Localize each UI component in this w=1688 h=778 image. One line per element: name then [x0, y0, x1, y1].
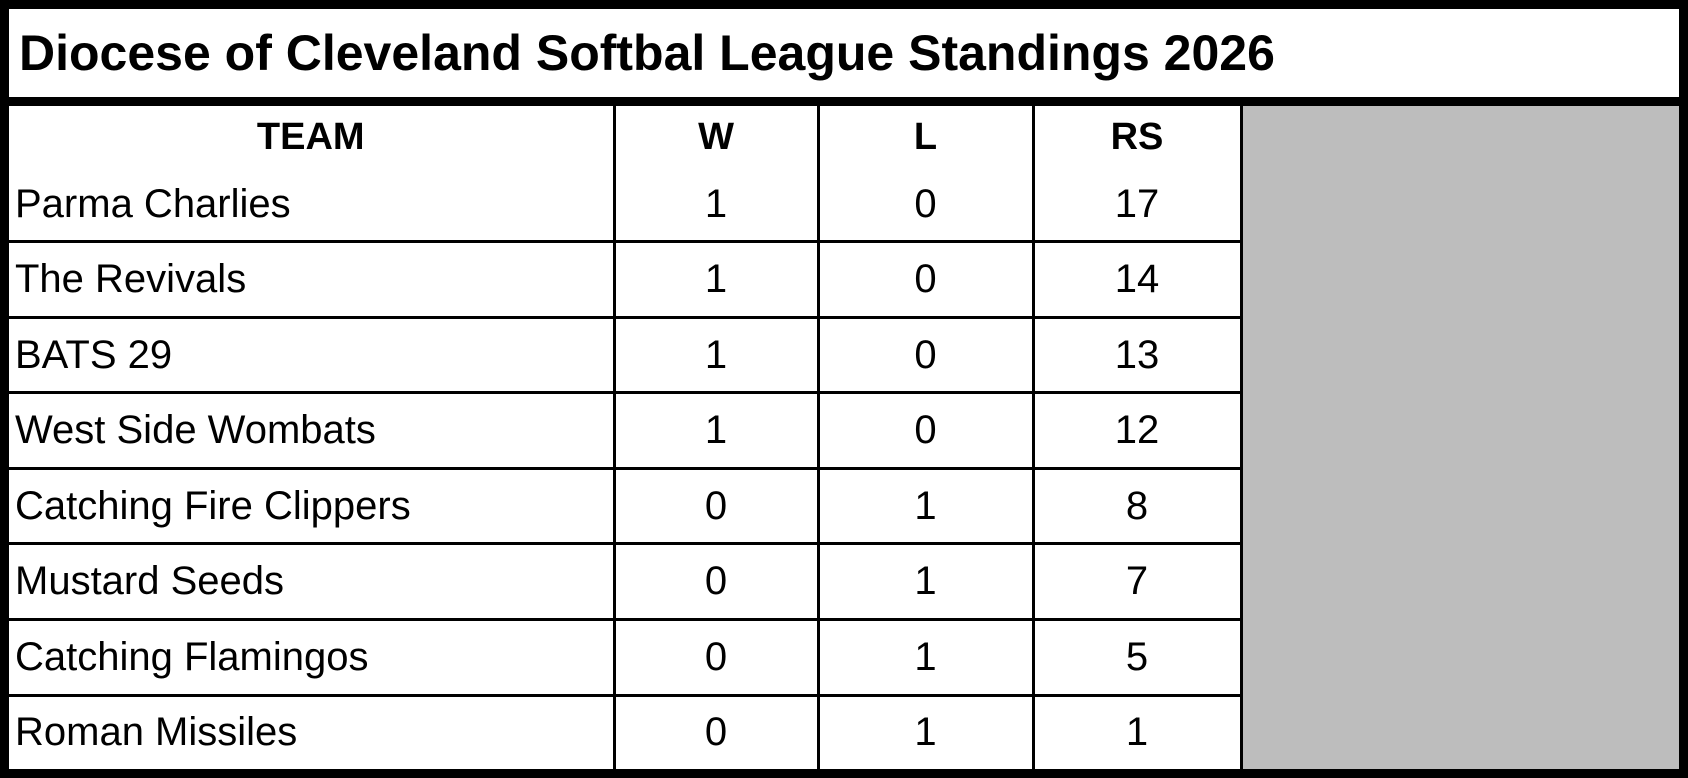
stat-cell: 12 [1031, 391, 1243, 470]
stat-cell: 1 [1031, 693, 1243, 769]
stat-cell: 14 [1031, 240, 1243, 319]
stat-cell: 0 [612, 542, 820, 621]
stat-cell: 0 [612, 618, 820, 697]
stat-cell: 1 [612, 240, 820, 319]
stat-cell: 0 [612, 466, 820, 546]
stat-cell: 17 [1031, 168, 1243, 244]
table-row: Mustard Seeds 0 1 7 [9, 542, 1243, 621]
column-header: RS [1031, 106, 1243, 168]
stat-cell: 0 [612, 693, 820, 769]
team-name: Parma Charlies [9, 168, 616, 244]
stat-cell: 1 [816, 693, 1035, 769]
title: Diocese of Cleveland Softbal League Stan… [9, 9, 1679, 97]
stat-cell: 1 [816, 618, 1035, 697]
stat-cell: 5 [1031, 618, 1243, 697]
stat-cell: 1 [612, 391, 820, 470]
empty-area [1241, 106, 1679, 769]
column-header: TEAM [9, 106, 616, 168]
stat-cell: 7 [1031, 542, 1243, 621]
team-name: Mustard Seeds [9, 542, 616, 621]
table-row: The Revivals 1 0 14 [9, 240, 1243, 319]
table-row: Catching Flamingos 0 1 5 [9, 618, 1243, 697]
stat-cell: 0 [816, 168, 1035, 244]
table-row: West Side Wombats 1 0 12 [9, 391, 1243, 470]
team-name: The Revivals [9, 240, 616, 319]
header-row: TEAM W L RS [9, 106, 1243, 168]
team-name: Roman Missiles [9, 693, 616, 769]
stat-cell: 1 [612, 315, 820, 395]
team-name: BATS 29 [9, 315, 616, 395]
team-name: Catching Flamingos [9, 618, 616, 697]
stat-cell: 13 [1031, 315, 1243, 395]
stat-cell: 1 [612, 168, 820, 244]
stat-cell: 1 [816, 466, 1035, 546]
team-name: Catching Fire Clippers [9, 466, 616, 546]
table-row: Parma Charlies 1 0 17 [9, 168, 1243, 244]
column-header: L [816, 106, 1035, 168]
team-name: West Side Wombats [9, 391, 616, 470]
standings-table: TEAM W L RS Parma Charlies 1 0 17 The Revivals 1… [9, 106, 1243, 769]
table-row: Roman Missiles 0 1 1 [9, 693, 1243, 769]
stat-cell: 0 [816, 240, 1035, 319]
column-header: W [612, 106, 820, 168]
stat-cell: 1 [816, 542, 1035, 621]
table-row: BATS 29 1 0 13 [9, 315, 1243, 395]
table-row: Catching Fire Clippers 0 1 8 [9, 466, 1243, 546]
stat-cell: 0 [816, 391, 1035, 470]
stat-cell: 0 [816, 315, 1035, 395]
stat-cell: 8 [1031, 466, 1243, 546]
